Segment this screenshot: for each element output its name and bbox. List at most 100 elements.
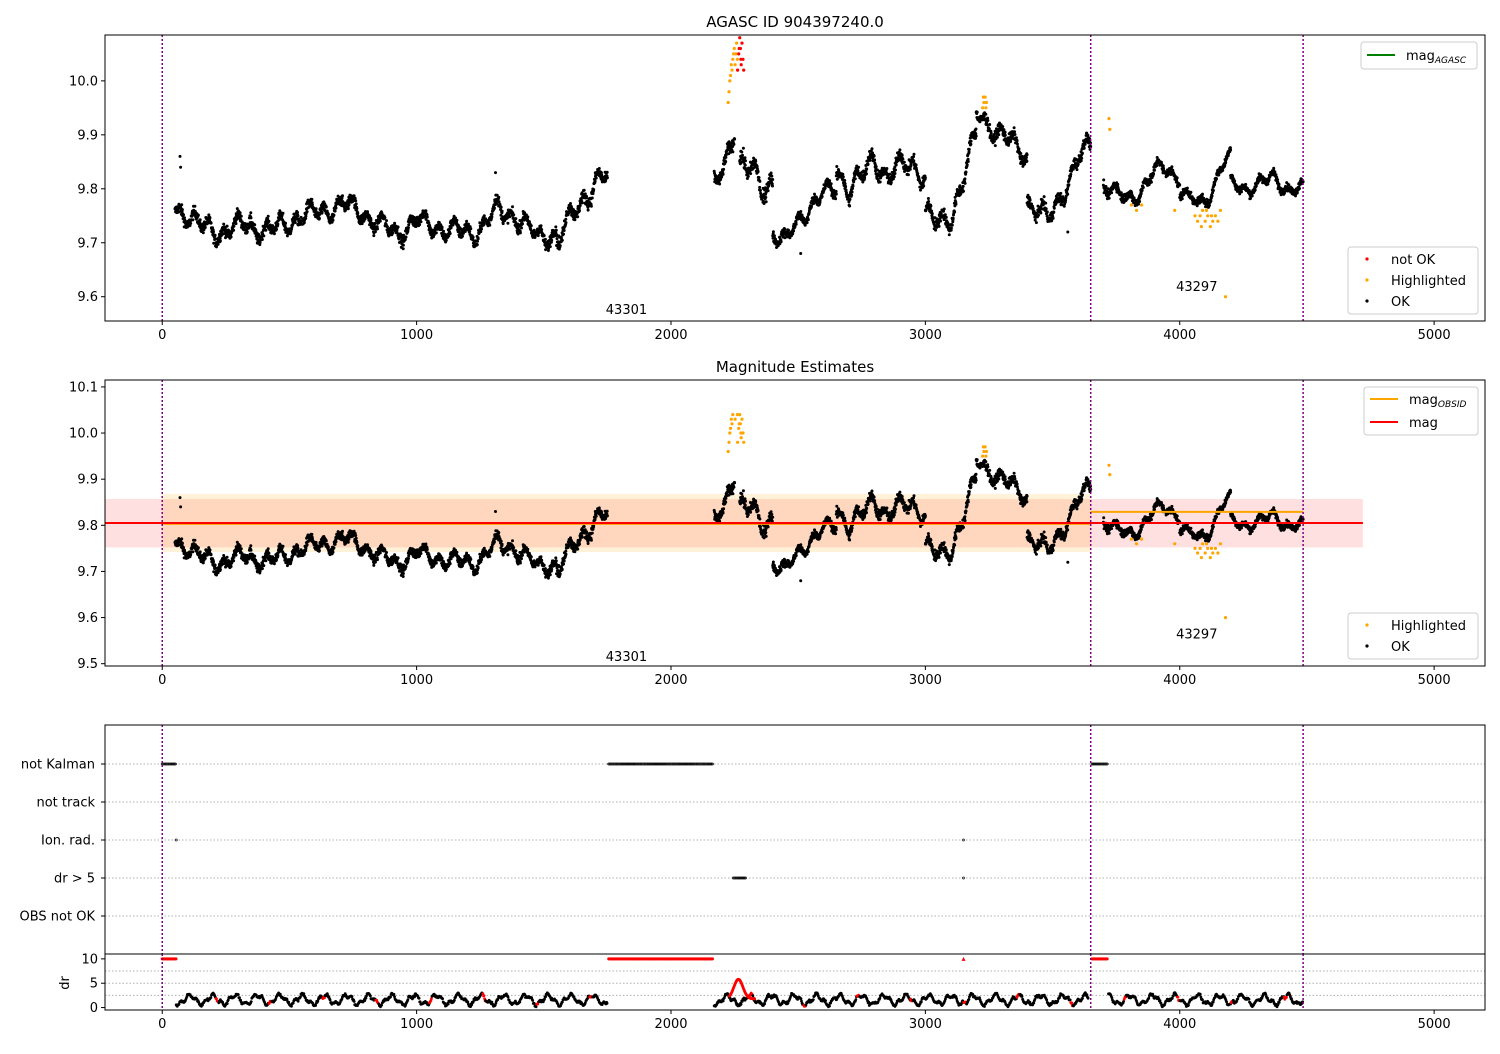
ok-point — [569, 202, 572, 205]
ok-point — [1278, 183, 1281, 186]
ok-point — [554, 225, 557, 228]
ok-point — [963, 177, 966, 180]
ok-point — [952, 217, 955, 220]
ok-point — [294, 221, 297, 224]
ytick-label: 10.0 — [69, 74, 98, 89]
ok-point — [830, 182, 833, 185]
ok-point — [355, 202, 358, 205]
ok-point — [212, 560, 215, 563]
ok-point — [828, 179, 831, 182]
panel2-title: Magnitude Estimates — [716, 358, 874, 376]
ok-point — [1209, 200, 1212, 203]
ok-point — [1105, 185, 1108, 188]
ok-point — [873, 155, 876, 158]
ok-point — [1268, 179, 1271, 182]
ok-point — [964, 182, 967, 185]
panel1-boundaries — [162, 35, 1303, 321]
ok-point — [491, 213, 494, 216]
ok-point — [757, 170, 760, 173]
ok-point — [924, 176, 927, 179]
ok-point — [189, 222, 192, 225]
ok-point — [834, 197, 837, 200]
ok-point — [1076, 168, 1079, 171]
ok-point — [1138, 200, 1141, 203]
ok-point — [562, 233, 565, 236]
ok-point — [747, 175, 750, 178]
ok-point — [230, 236, 233, 239]
ok-point — [284, 222, 287, 225]
ok-point — [903, 161, 906, 164]
highlighted-point — [1107, 117, 1110, 120]
ok-point — [986, 119, 989, 122]
ok-point — [854, 177, 857, 180]
ok-point — [240, 215, 243, 218]
highlighted-point — [728, 79, 731, 82]
not-ok-point — [740, 63, 743, 66]
ok-point — [181, 208, 184, 211]
ok-point — [275, 228, 278, 231]
ok-point — [945, 216, 948, 219]
ok-point — [282, 545, 285, 548]
ok-point — [318, 217, 321, 220]
ok-point — [898, 148, 901, 151]
ok-point — [1217, 174, 1220, 177]
ok-point — [1001, 125, 1004, 128]
ok-point — [915, 163, 918, 166]
xtick-label: 1000 — [400, 328, 433, 343]
ok-point — [754, 160, 757, 163]
ok-point — [240, 547, 243, 550]
highlighted-point — [1214, 214, 1217, 217]
ok-point — [724, 156, 727, 159]
ok-point — [426, 216, 429, 219]
ok-point — [477, 237, 480, 240]
ok-point — [1296, 192, 1299, 195]
highlighted-point — [734, 63, 737, 66]
ok-point — [1298, 187, 1301, 190]
ok-point — [1004, 131, 1007, 134]
ok-point — [590, 205, 593, 208]
ok-point — [585, 195, 588, 198]
ok-point — [397, 226, 400, 229]
ok-point — [1045, 207, 1048, 210]
ok-point — [1251, 195, 1254, 198]
ok-point — [356, 212, 359, 215]
ok-point — [226, 556, 229, 559]
legend-ok-label: OK — [1391, 295, 1410, 310]
highlighted-point — [984, 106, 987, 109]
highlighted-point — [729, 74, 732, 77]
ok-point — [931, 212, 934, 215]
ok-point — [1039, 212, 1042, 215]
ok-point — [364, 218, 367, 221]
ok-point — [595, 177, 598, 180]
ok-point — [348, 203, 351, 206]
ok-point — [606, 171, 609, 174]
ok-point — [875, 165, 878, 168]
panel1-title: AGASC ID 904397240.0 — [706, 13, 884, 31]
ok-point — [1043, 195, 1046, 198]
ok-point — [191, 218, 194, 221]
ok-point — [407, 223, 410, 226]
ok-point — [1080, 157, 1083, 160]
ok-point — [895, 164, 898, 167]
ok-point — [984, 113, 987, 116]
ok-point — [1137, 203, 1140, 206]
ok-point — [835, 193, 838, 196]
ok-point — [273, 562, 276, 565]
ok-point — [297, 547, 300, 550]
ok-point — [1077, 163, 1080, 166]
ok-point — [865, 168, 868, 171]
ok-point — [520, 227, 523, 230]
ok-point — [559, 244, 562, 247]
ok-point — [1140, 192, 1143, 195]
ok-point — [393, 222, 396, 225]
ok-point — [966, 163, 969, 166]
ok-point — [1152, 173, 1155, 176]
ok-point — [1221, 169, 1224, 172]
ok-point — [181, 542, 184, 545]
ok-point — [765, 200, 768, 203]
ok-point — [235, 222, 238, 225]
ok-point — [890, 181, 893, 184]
ok-point — [219, 568, 222, 571]
ok-point — [232, 225, 235, 228]
